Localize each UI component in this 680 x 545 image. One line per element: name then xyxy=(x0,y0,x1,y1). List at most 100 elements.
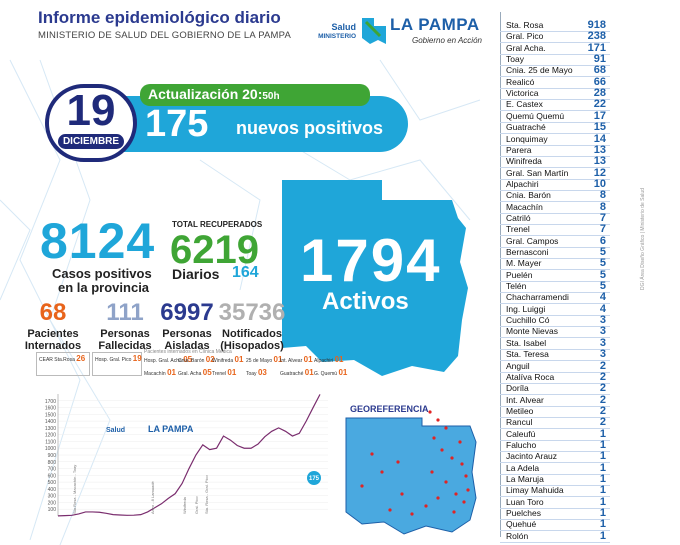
row-divider xyxy=(500,530,610,532)
row-divider xyxy=(500,53,610,55)
row-divider xyxy=(500,65,610,67)
case-location-dot xyxy=(458,440,462,444)
list-item: Bernasconi 5 xyxy=(500,246,610,259)
stat-hospitalized-label1: Pacientes xyxy=(27,328,79,340)
case-location-dot xyxy=(452,510,456,514)
new-cases-marker xyxy=(307,471,321,485)
list-item: Macachín 8 xyxy=(500,200,610,214)
clinic-item-value: 01 xyxy=(304,368,314,377)
locality-value: 3 xyxy=(599,336,606,349)
date-month-background xyxy=(58,134,124,149)
row-divider xyxy=(500,110,610,112)
total-cases-label-line2: en la provincia xyxy=(58,280,150,295)
clinic-item-name: Guatraché xyxy=(280,371,304,377)
cear-value: 26 xyxy=(76,354,86,363)
row-divider xyxy=(500,42,610,44)
locality-name: Sta. Rosa xyxy=(506,20,544,30)
clinic-item-value: 01 xyxy=(303,355,313,364)
locality-value: 1 xyxy=(599,495,606,508)
row-divider xyxy=(500,178,610,180)
total-cases-label: Casos positivos en la provincia xyxy=(52,267,152,295)
locality-value: 22 xyxy=(593,98,606,111)
y-tick-label: 1600 xyxy=(45,406,56,412)
new-cases-marker-label: 175 xyxy=(309,476,320,482)
row-divider xyxy=(500,496,610,498)
locality-value: 8 xyxy=(599,200,606,213)
row-divider xyxy=(500,76,610,78)
case-location-dot xyxy=(360,484,364,488)
row-divider xyxy=(500,31,610,32)
y-tick-label: 1200 xyxy=(45,433,56,439)
clinic-item-value: 01 xyxy=(334,355,344,364)
locality-value: 14 xyxy=(593,132,606,145)
list-item: Chacharramendi 4 xyxy=(500,291,610,305)
list-item: M. Mayer 5 xyxy=(500,257,610,271)
clinic-item: Macachín 01 xyxy=(144,368,176,377)
locality-name: Limay Mahuida xyxy=(506,485,564,496)
list-item: Jacinto Arauz 1 xyxy=(500,450,610,464)
row-divider xyxy=(500,439,610,441)
list-item: Caleufú 1 xyxy=(500,427,610,441)
case-location-dot xyxy=(428,410,432,414)
case-location-dot xyxy=(464,474,468,478)
total-cases: 8124 xyxy=(40,213,156,269)
stat-notified-label2: (Hisopados) xyxy=(220,340,284,352)
case-location-dot xyxy=(462,500,466,504)
list-item: Int. Alvear 2 xyxy=(500,394,610,407)
list-item: Monte Nievas 3 xyxy=(500,325,610,339)
locality-value: 171 xyxy=(587,41,606,54)
locality-value: 1 xyxy=(599,427,606,440)
locality-name: Gral. San Martín xyxy=(506,167,569,178)
list-item: Ing. Luiggi 4 xyxy=(500,303,610,316)
locality-name: Luan Toro xyxy=(506,496,544,507)
list-divider xyxy=(500,12,501,537)
stat-isolated-label2: Aisladas xyxy=(164,340,210,352)
list-item: E. Castex 22 xyxy=(500,98,610,112)
list-item: Gral. Campos 6 xyxy=(500,235,610,248)
clinic-item-name: Int. Alvear xyxy=(280,358,303,364)
y-tick-label: 1700 xyxy=(45,399,56,405)
row-divider xyxy=(500,371,610,373)
chart-annotation: Gral. Pico xyxy=(194,496,199,514)
clinic-item: Cnia. Barón 02 xyxy=(178,355,215,364)
case-location-dot xyxy=(454,492,458,496)
locality-name: Trenel xyxy=(506,224,530,235)
y-tick-label: 1000 xyxy=(45,446,56,452)
clinic-item: Toay 03 xyxy=(246,368,267,377)
active-cases-label: Activos xyxy=(322,288,409,315)
logo-tagline: Gobierno en Acción xyxy=(412,36,482,45)
stat-hospitalized-value: 68 xyxy=(39,299,67,326)
locality-name: Realicó xyxy=(506,76,535,87)
case-location-dot xyxy=(436,418,440,422)
y-tick-label: 500 xyxy=(48,480,57,486)
row-divider xyxy=(500,314,610,316)
date-badge xyxy=(45,84,137,162)
locality-value: 7 xyxy=(599,211,606,224)
locality-value: 1 xyxy=(599,507,606,520)
stat-deceased-value: 111 xyxy=(106,299,144,326)
clinic-item-value: 01 xyxy=(273,355,283,364)
georeference-province-shape xyxy=(345,417,477,535)
list-item: Falucho 1 xyxy=(500,439,610,452)
case-location-dot xyxy=(370,452,374,456)
locality-name: M. Mayer xyxy=(506,258,542,269)
clinic-item: G. Quemú 01 xyxy=(314,368,347,377)
list-item: Sta. Teresa 3 xyxy=(500,348,610,362)
row-divider xyxy=(500,280,610,282)
province-map-shape xyxy=(282,180,468,376)
locality-name: La Adela xyxy=(506,462,540,473)
locality-name: Parera xyxy=(506,144,532,155)
locality-value: 3 xyxy=(599,348,606,361)
case-location-dot xyxy=(444,426,448,430)
georeference-title: GEOREFERENCIA xyxy=(350,404,429,414)
locality-name: Int. Alvear xyxy=(506,394,544,405)
locality-value: 8 xyxy=(599,189,606,202)
date-month: DICIEMBRE xyxy=(62,136,120,147)
locality-name: Jacinto Arauz xyxy=(506,451,558,462)
locality-name: Cnia. 25 de Mayo xyxy=(506,65,573,76)
cear-label: CEAR Sta.Rosa xyxy=(39,357,75,363)
list-item: Guatraché 15 xyxy=(500,121,610,135)
clinic-item-value: 02 xyxy=(205,355,215,364)
date-day: 19 xyxy=(66,86,116,135)
stat-notified: 35736 Notificados (Hisopados) xyxy=(212,300,292,353)
